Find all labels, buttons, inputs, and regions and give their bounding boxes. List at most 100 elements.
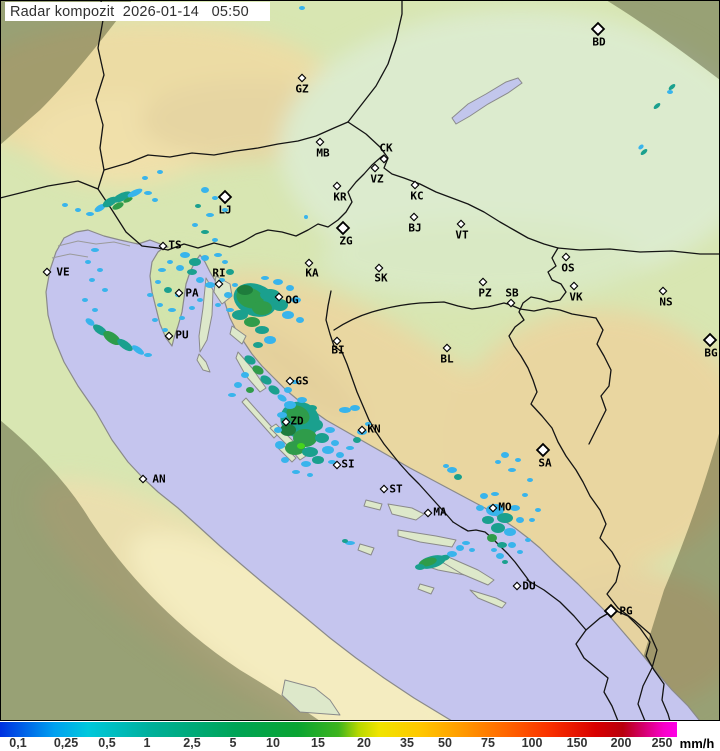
precip-cell (456, 545, 464, 551)
precip-cell (222, 208, 228, 212)
map-canvas: VE TS PA RI PU LJ GZ MB CK VZ KR KC BJ VT ZG BD KA SK OS PZ… (0, 0, 720, 721)
precip-cell (307, 405, 317, 411)
precip-cell (469, 548, 475, 552)
city-marker-ka (304, 258, 314, 268)
precip-cell (260, 289, 280, 301)
city-label-pu: PU (175, 329, 189, 342)
precip-cell (234, 382, 242, 388)
city-label-bj: BJ (408, 222, 421, 235)
precip-cell (353, 437, 361, 443)
precip-cell (201, 230, 209, 234)
city-marker-kc (410, 180, 420, 190)
precip-cell (89, 278, 95, 282)
city-marker-lj (217, 189, 233, 205)
precip-cell (179, 316, 185, 320)
city-marker-vk (569, 281, 579, 291)
precip-cell (195, 204, 201, 208)
city-marker-si (332, 460, 342, 470)
precip-cell (219, 278, 225, 282)
precip-cell (282, 311, 294, 319)
precip-cell (280, 424, 296, 436)
scale-tick-label: 250 (651, 736, 673, 750)
city-label-ck: CK (379, 142, 393, 155)
precip-cell (232, 283, 238, 287)
precip-cell (304, 215, 308, 219)
city-marker-bj (409, 212, 419, 222)
scale-tick-label: 15 (311, 736, 325, 750)
precip-cell (508, 468, 516, 472)
precip-cell (252, 365, 264, 375)
scale-tick-label: 75 (481, 736, 495, 750)
precip-cell (277, 412, 287, 418)
intensity-scale: 0,1 0,25 0,5 1 2,5 5 10 15 20 35 50 75 100 150 200 250 … (0, 721, 720, 751)
scale-tick-label: 2,5 (183, 736, 201, 750)
precip-cell (638, 144, 644, 150)
precip-cell (85, 318, 95, 326)
precip-cell (415, 564, 425, 570)
city-marker-bl (442, 343, 452, 353)
city-label-ns: NS (659, 296, 672, 309)
precip-cell (252, 301, 272, 315)
city-marker-bg (702, 332, 718, 348)
precip-cell (497, 542, 507, 548)
precip-cell (93, 324, 107, 336)
precip-cell (206, 213, 214, 217)
city-label-kr: KR (333, 191, 347, 204)
scale-tick-label: 0,5 (98, 736, 116, 750)
terrain-tints (0, 10, 720, 721)
scale-ticks: 0,1 0,25 0,5 1 2,5 5 10 15 20 35 50 75 100 150 200 250 (0, 721, 720, 751)
precip-cell (192, 223, 198, 227)
city-label-ri: RI (212, 267, 225, 280)
city-marker-sk (374, 263, 384, 273)
city-label-sb: SB (505, 287, 519, 300)
precip-cell (491, 548, 497, 552)
scale-tick-label: 100 (521, 736, 543, 750)
title-text: Radar kompozit 2026-01-14 05:50 (10, 3, 249, 20)
precip-cell (419, 557, 437, 567)
city-marker-st (379, 484, 389, 494)
precip-cell (508, 542, 516, 548)
precip-cell (301, 461, 311, 467)
scale-tick-label: 50 (438, 736, 452, 750)
precip-cell (491, 523, 505, 533)
city-label-ma: MA (433, 506, 447, 519)
city-label-bd: BD (592, 36, 606, 49)
precip-cell (447, 551, 457, 557)
precip-cell (152, 318, 158, 322)
precip-cell (162, 328, 168, 332)
radar-map-image: VE TS PA RI PU LJ GZ MB CK VZ KR KC BJ VT ZG BD KA SK OS PZ… (0, 0, 720, 721)
precip-cell (336, 452, 344, 458)
precip-cell (112, 191, 132, 203)
scale-unit-label: mm/h (679, 736, 715, 751)
scale-tick-label: 200 (610, 736, 632, 750)
precip-cell (297, 397, 307, 403)
precip-cell (497, 513, 513, 523)
city-label-st: ST (389, 483, 403, 496)
city-label-sk: SK (374, 272, 388, 285)
precip-cell (515, 458, 521, 462)
precip-cell (535, 508, 541, 512)
precip-cell (284, 401, 296, 409)
precip-cell (328, 460, 336, 464)
city-marker-os (561, 252, 571, 262)
precip-cell (480, 493, 488, 499)
city-marker-pa (174, 288, 184, 298)
city-marker-sb (506, 298, 516, 308)
city-label-mo: MO (498, 501, 512, 514)
city-layer: VE TS PA RI PU LJ GZ MB CK VZ KR KC BJ VT ZG BD KA SK OS PZ… (42, 21, 718, 619)
title-bar: Radar kompozit 2026-01-14 05:50 (5, 2, 270, 21)
precip-cell (525, 538, 531, 542)
lagoon-lines (51, 240, 131, 259)
precip-cell (504, 528, 516, 536)
precip-cell (214, 253, 222, 257)
precip-cell (91, 248, 99, 252)
precip-cell (197, 298, 203, 302)
precip-cell (168, 308, 176, 312)
city-label-vz: VZ (370, 173, 384, 186)
city-label-ve: VE (56, 266, 69, 279)
scale-tick-label: 0,25 (53, 736, 79, 750)
precip-cell (187, 269, 197, 275)
city-marker-zg (335, 220, 351, 236)
precip-cell (517, 550, 523, 554)
precip-cell (237, 285, 253, 295)
